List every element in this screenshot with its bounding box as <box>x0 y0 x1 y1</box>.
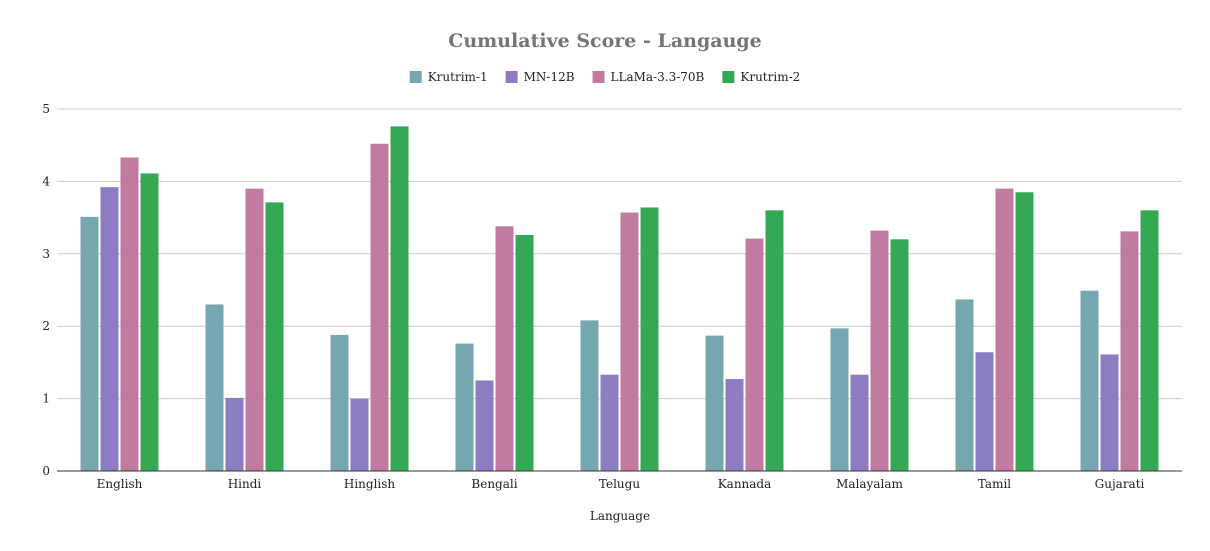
bar <box>390 126 409 471</box>
bar <box>705 335 724 471</box>
y-tick-label: 0 <box>42 464 50 478</box>
legend-item: Krutrim-2 <box>722 70 800 84</box>
bar <box>1140 210 1159 472</box>
bar <box>870 230 889 471</box>
x-tick-label: Gujarati <box>1095 477 1145 491</box>
bar <box>265 202 284 471</box>
bar <box>1015 192 1034 471</box>
bar <box>955 299 974 471</box>
x-tick-label: Bengali <box>471 477 517 491</box>
bar <box>370 143 389 471</box>
legend-item: MN-12B <box>505 70 575 84</box>
bar <box>1120 231 1139 471</box>
bar <box>890 239 909 471</box>
bar <box>225 397 244 471</box>
legend-label: MN-12B <box>524 70 575 84</box>
legend-label: Krutrim-2 <box>740 70 800 84</box>
legend: Krutrim-1 MN-12B LLaMa-3.3-70B Krutrim-2 <box>409 70 800 84</box>
bar <box>330 334 349 471</box>
legend-swatch <box>409 71 422 83</box>
bar <box>100 187 119 471</box>
legend-swatch <box>722 71 735 83</box>
bar <box>975 352 994 471</box>
x-tick-label: Malayalam <box>836 477 903 491</box>
x-axis-label: Language <box>590 509 650 523</box>
chart-title: Cumulative Score - Langauge <box>448 30 762 52</box>
bar <box>515 234 534 471</box>
legend-swatch <box>592 71 605 83</box>
x-tick-label: English <box>97 477 143 491</box>
y-tick-label: 1 <box>42 392 50 406</box>
bar <box>1080 290 1099 471</box>
bar <box>850 374 869 471</box>
bar <box>1100 354 1119 471</box>
x-tick-label: Hinglish <box>344 477 396 491</box>
bar <box>600 374 619 471</box>
bar <box>580 320 599 471</box>
x-tick-label: Kannada <box>718 477 772 491</box>
bar <box>80 216 99 471</box>
bar <box>765 210 784 472</box>
legend-item: LLaMa-3.3-70B <box>592 70 705 84</box>
bar <box>725 379 744 471</box>
bar <box>455 343 474 471</box>
y-tick-label: 2 <box>42 319 50 333</box>
legend-label: Krutrim-1 <box>428 70 488 84</box>
legend-label: LLaMa-3.3-70B <box>611 70 705 84</box>
bar <box>495 226 514 471</box>
x-axis-ticks: English Hindi Hinglish Bengali Telugu Kannada… <box>97 477 1145 491</box>
bar <box>205 304 224 471</box>
bars <box>80 126 1159 472</box>
bar <box>475 380 494 471</box>
y-tick-label: 5 <box>42 102 50 116</box>
bar <box>140 173 159 471</box>
bar <box>830 328 849 471</box>
legend-swatch <box>505 71 518 83</box>
bar <box>620 212 639 472</box>
bar <box>995 188 1014 471</box>
y-tick-label: 3 <box>42 247 50 261</box>
x-tick-label: Hindi <box>228 477 262 491</box>
bar <box>745 238 764 471</box>
y-axis-ticks: 0 1 2 3 4 5 <box>42 102 50 478</box>
x-tick-label: Telugu <box>599 477 640 491</box>
bar <box>350 398 369 471</box>
bar <box>245 188 264 471</box>
y-tick-label: 4 <box>42 174 50 188</box>
x-tick-label: Tamil <box>978 477 1011 491</box>
bar <box>640 207 659 472</box>
bar <box>120 157 139 471</box>
legend-item: Krutrim-1 <box>409 70 488 84</box>
gridlines <box>57 108 1182 400</box>
